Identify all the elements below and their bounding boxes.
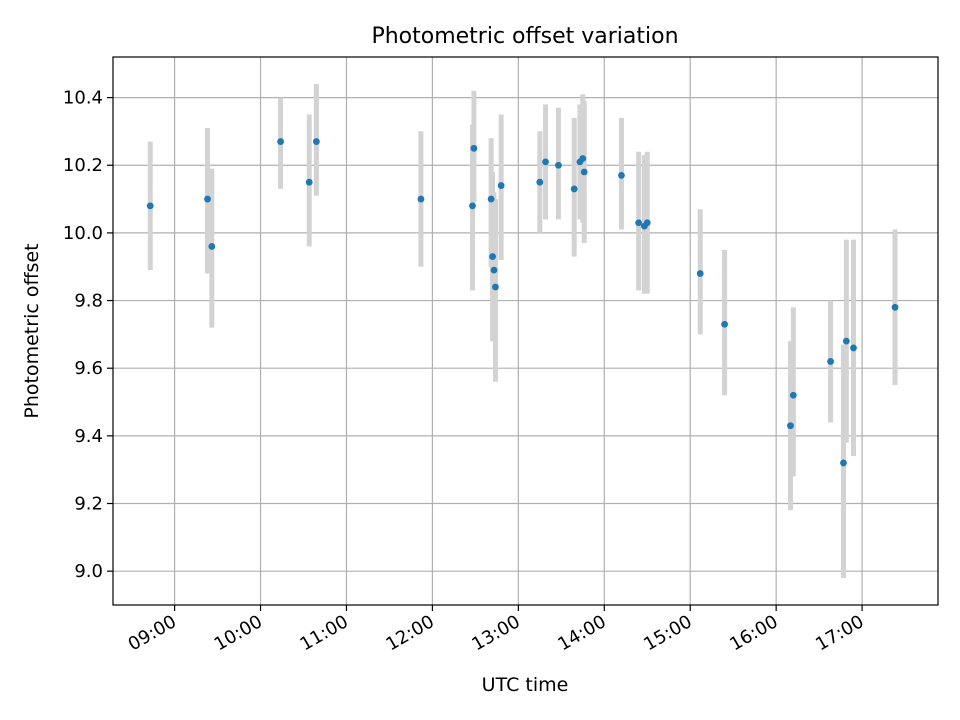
y-tick-label: 9.6: [74, 358, 103, 379]
data-point: [850, 344, 857, 352]
data-point: [643, 219, 651, 227]
data-point: [277, 138, 284, 145]
data-point: [312, 138, 320, 145]
x-tick-label: 16:00: [726, 611, 781, 655]
y-tick-label: 10.0: [63, 223, 103, 244]
data-point: [635, 219, 643, 227]
data-point: [580, 168, 588, 176]
y-tick-label: 9.8: [74, 291, 103, 312]
y-tick-label: 10.2: [63, 155, 103, 176]
chart-title: Photometric offset variation: [371, 24, 678, 49]
x-axis-label: UTC time: [482, 674, 569, 696]
y-tick-label: 9.0: [74, 561, 103, 582]
data-point: [536, 178, 544, 186]
x-tick-label: 11:00: [297, 611, 352, 655]
data-point: [305, 178, 313, 186]
data-point: [618, 171, 625, 179]
plot-frame: [112, 56, 939, 606]
data-point: [891, 303, 899, 311]
data-point: [579, 155, 587, 162]
data-point: [787, 422, 794, 430]
data-points: [146, 138, 899, 467]
data-point: [487, 195, 495, 203]
data-point: [840, 459, 847, 467]
grid: [113, 57, 938, 605]
data-point: [490, 266, 498, 274]
data-point: [204, 195, 211, 203]
data-point: [570, 185, 578, 193]
data-point: [492, 283, 499, 291]
x-tick-label: 13:00: [468, 611, 523, 655]
data-point: [555, 161, 562, 169]
y-axis-ticks: 9.0 9.2 9.4 9.6 9.8 10.0 10.2 10.4: [63, 88, 113, 582]
y-tick-label: 9.2: [74, 494, 103, 515]
data-point: [469, 202, 476, 210]
x-tick-label: 12:00: [382, 611, 437, 655]
data-point: [721, 320, 728, 328]
data-point: [497, 182, 505, 189]
x-tick-label: 10:00: [211, 611, 266, 655]
x-tick-label: 09:00: [125, 611, 180, 655]
data-point: [842, 337, 850, 345]
data-point: [489, 253, 496, 260]
data-point: [696, 270, 704, 277]
x-tick-label: 14:00: [554, 611, 609, 655]
y-axis-label: Photometric offset: [21, 243, 43, 418]
y-tick-label: 10.4: [63, 88, 103, 109]
data-point: [789, 391, 797, 399]
data-point: [470, 144, 478, 152]
data-point: [146, 202, 154, 210]
y-tick-label: 9.4: [74, 426, 103, 447]
x-tick-label: 15:00: [640, 611, 695, 655]
data-point: [542, 158, 549, 166]
data-point: [208, 243, 216, 250]
x-tick-label: 17:00: [812, 611, 867, 655]
x-axis-ticks: 09:00 10:00 11:00 12:00 13:00 14:00 15:00 16:00…: [125, 605, 868, 655]
data-point: [417, 195, 425, 203]
data-point: [827, 358, 834, 365]
